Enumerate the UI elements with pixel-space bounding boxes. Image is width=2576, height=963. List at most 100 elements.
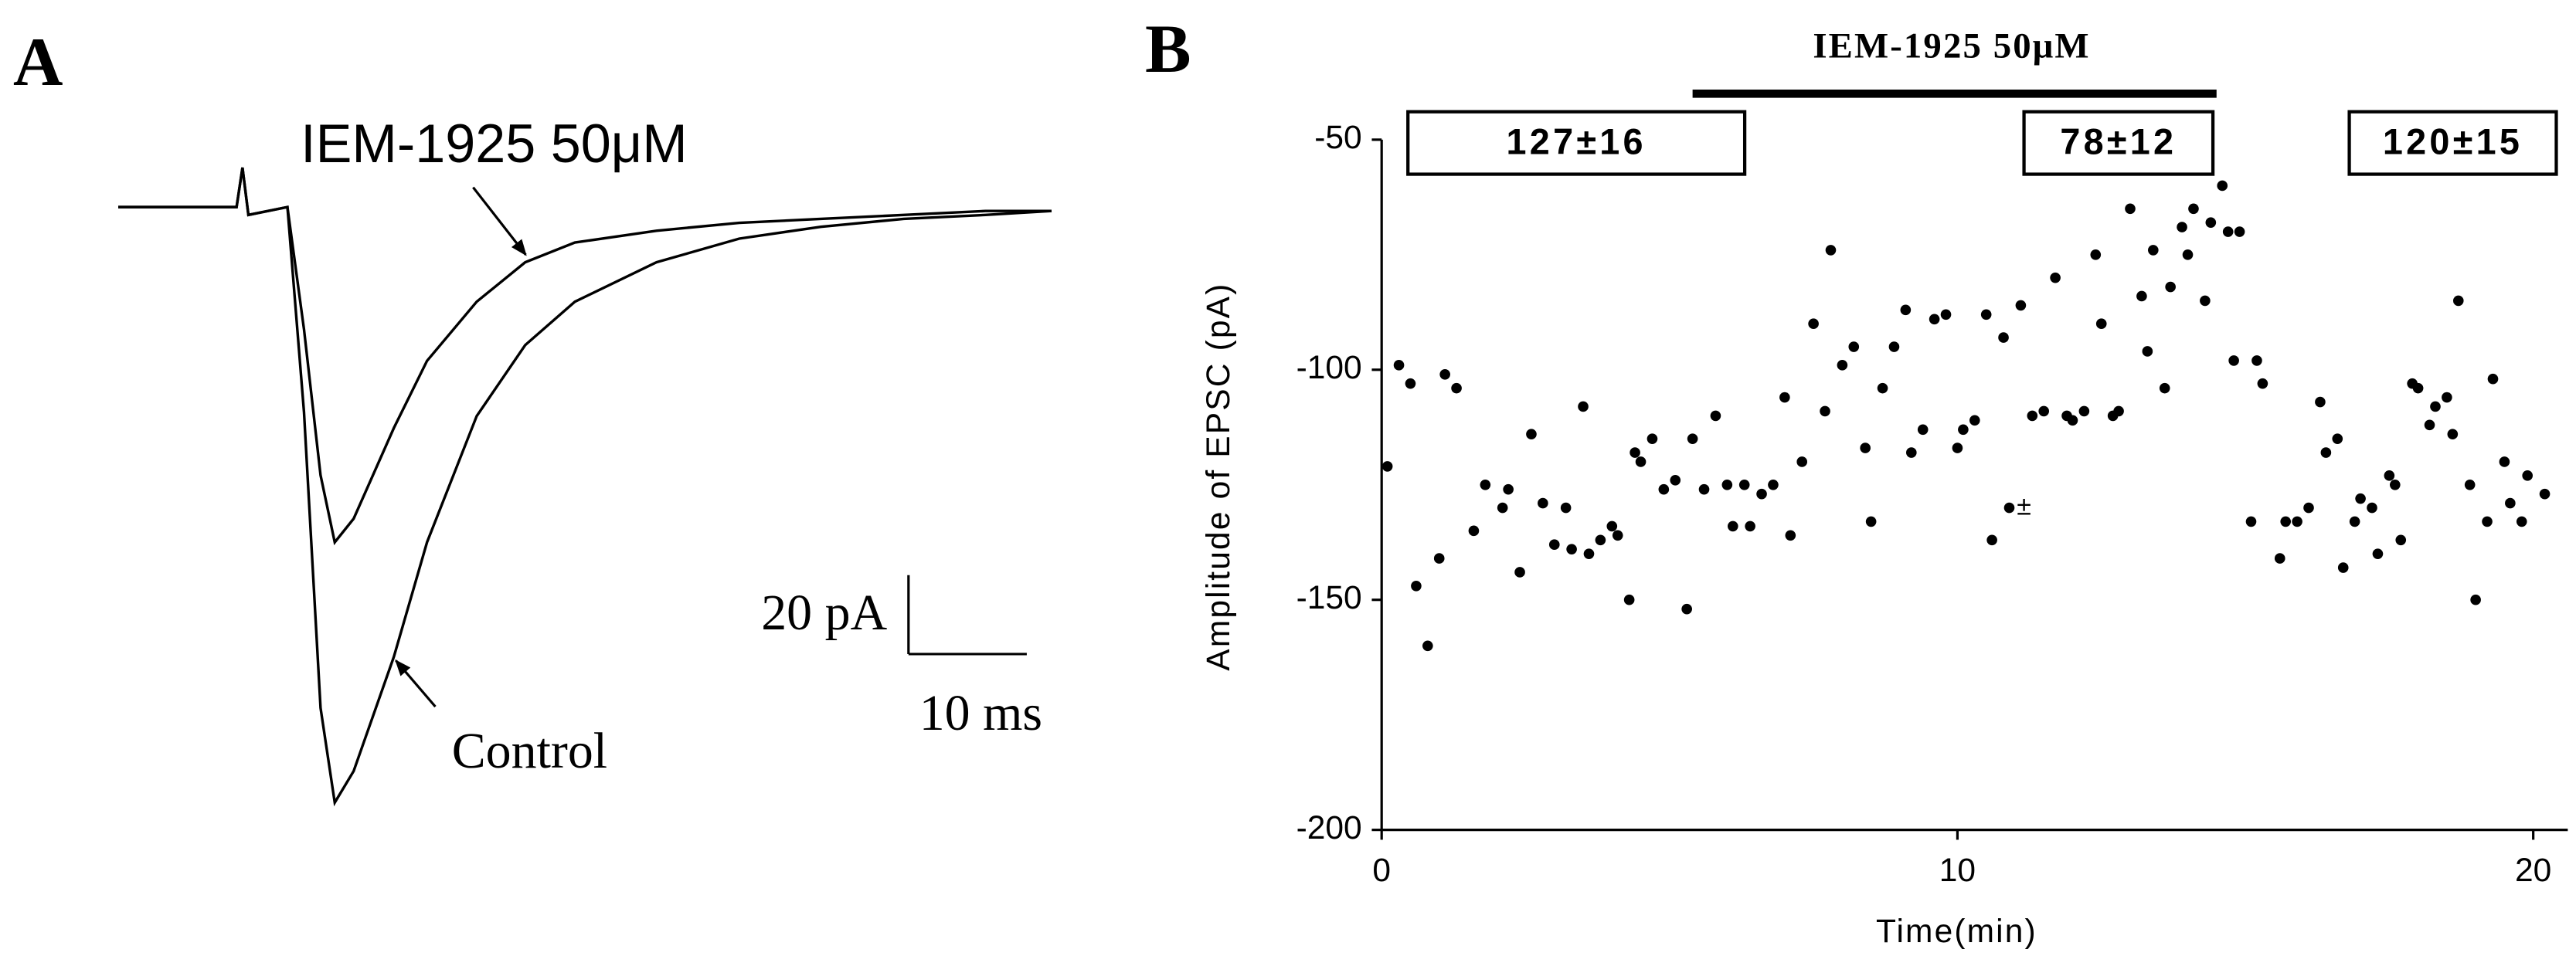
data-point xyxy=(2442,392,2452,403)
data-point xyxy=(2182,249,2194,260)
data-point xyxy=(1958,424,1969,436)
data-point xyxy=(1917,424,1929,436)
data-point xyxy=(2355,493,2366,504)
data-point xyxy=(2027,410,2038,422)
data-point xyxy=(1630,447,1640,458)
x-axis-label: Time(min) xyxy=(1876,913,2037,950)
data-point xyxy=(1623,594,1635,605)
data-point xyxy=(1900,304,1912,316)
data-point xyxy=(1727,520,1738,532)
data-point xyxy=(1796,456,1808,467)
data-point xyxy=(2234,226,2245,237)
data-point xyxy=(2482,516,2493,527)
data-point xyxy=(2165,281,2176,293)
data-point xyxy=(2113,405,2124,417)
data-point xyxy=(1433,553,1445,564)
data-point xyxy=(2188,203,2199,215)
data-point xyxy=(2505,497,2516,509)
data-point xyxy=(2228,355,2239,366)
data-point xyxy=(1411,581,1422,592)
data-point xyxy=(1698,483,1710,495)
annotation-box xyxy=(2022,110,2215,176)
data-point xyxy=(1503,483,1514,495)
data-point xyxy=(1451,382,1462,394)
arrow xyxy=(472,186,527,256)
trace-label: IEM-1925 50μM xyxy=(301,113,688,174)
data-point xyxy=(2090,249,2102,260)
data-point xyxy=(2320,447,2332,458)
y-axis-label: Amplitude of EPSC (pA) xyxy=(1200,283,1237,671)
data-point xyxy=(1612,530,1623,541)
data-point xyxy=(2205,217,2217,228)
data-point xyxy=(2078,405,2090,417)
data-point xyxy=(1526,429,1537,440)
data-point xyxy=(1745,520,1755,532)
data-point xyxy=(2257,378,2268,389)
data-point xyxy=(1681,603,1692,615)
data-point xyxy=(2470,594,2481,605)
data-point xyxy=(1583,548,1595,559)
drug-label: IEM-1925 50μM xyxy=(1813,26,2090,66)
data-point xyxy=(2067,415,2078,426)
data-point xyxy=(1606,520,1618,532)
scale-label: 20 pA xyxy=(761,585,887,641)
data-point xyxy=(2136,290,2147,302)
data-point xyxy=(2015,300,2027,311)
data-point xyxy=(1986,534,1997,546)
data-point xyxy=(1393,360,1405,371)
data-point xyxy=(1497,502,1508,514)
data-point xyxy=(2539,488,2551,500)
data-point xyxy=(1848,341,1860,352)
y-tick-label: -200 xyxy=(1296,809,1362,846)
data-point xyxy=(2464,479,2476,490)
data-point xyxy=(1865,516,1877,527)
data-point xyxy=(2125,203,2136,215)
data-point xyxy=(1422,640,1433,652)
arrow xyxy=(395,659,437,708)
data-point xyxy=(2303,502,2314,514)
data-point xyxy=(1756,488,1767,500)
data-point xyxy=(1906,447,1917,458)
data-point xyxy=(2159,382,2170,394)
data-point xyxy=(2292,516,2302,527)
data-point xyxy=(1860,443,1871,453)
data-point xyxy=(2516,516,2527,527)
data-point xyxy=(2389,479,2401,490)
data-point xyxy=(1687,433,1698,444)
data-point xyxy=(1548,539,1560,551)
y-tick-label: -100 xyxy=(1296,349,1362,386)
annotation: 78±12 xyxy=(2060,122,2177,162)
data-point xyxy=(2487,373,2499,385)
data-point xyxy=(1405,378,1416,389)
data-point xyxy=(1658,483,1670,495)
data-point xyxy=(1837,360,1848,371)
data-point xyxy=(2349,516,2360,527)
data-point xyxy=(2337,562,2349,573)
data-point xyxy=(1825,245,1837,256)
data-point xyxy=(2245,516,2257,527)
data-point xyxy=(1980,309,1992,320)
data-point xyxy=(2003,502,2015,514)
data-point xyxy=(2148,245,2159,256)
data-point xyxy=(1877,382,1888,394)
y-tick-label: -150 xyxy=(1296,579,1362,616)
data-point xyxy=(1578,401,1589,412)
x-tick-label: 10 xyxy=(1939,852,1976,889)
data-point xyxy=(2274,553,2285,564)
data-point xyxy=(2280,516,2292,527)
data-point xyxy=(1929,314,1940,325)
data-point xyxy=(1439,368,1450,380)
data-point xyxy=(2522,470,2534,481)
annotation: ± xyxy=(2017,492,2031,521)
data-point xyxy=(1468,525,1480,537)
data-point xyxy=(1888,341,1900,352)
data-point xyxy=(1381,461,1393,472)
data-point xyxy=(2217,180,2228,192)
data-point xyxy=(1721,479,1733,490)
data-point xyxy=(1940,309,1952,320)
trace-label: Control xyxy=(452,723,607,779)
annotation-box xyxy=(1406,110,1747,176)
data-point xyxy=(2200,295,2211,307)
data-point xyxy=(1998,332,2009,343)
data-point xyxy=(2395,534,2407,546)
